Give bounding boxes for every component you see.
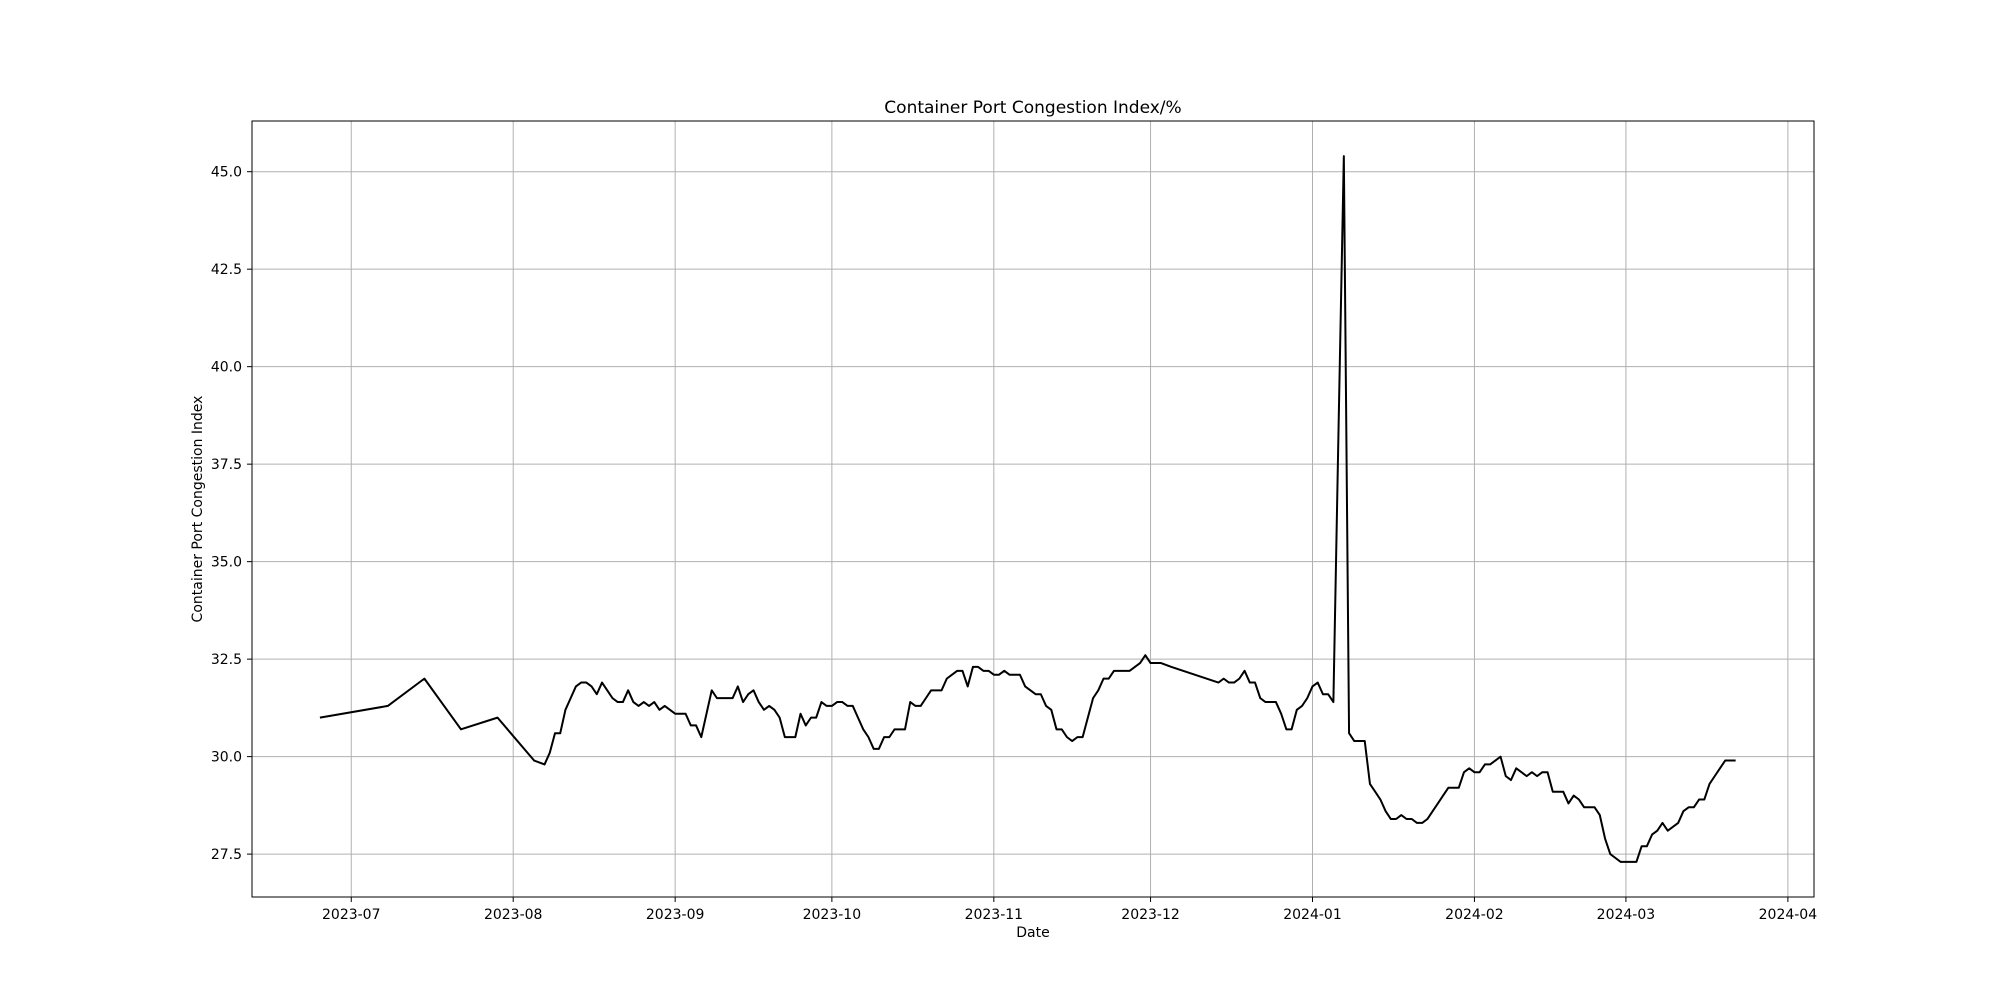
- x-tick-label: 2024-01: [1283, 907, 1342, 923]
- y-tick-label: 42.5: [211, 262, 242, 278]
- y-tick-label: 32.5: [211, 652, 242, 668]
- y-tick-label: 40.0: [211, 360, 242, 376]
- x-tick-label: 2024-03: [1597, 907, 1656, 923]
- x-axis-label: Date: [1016, 925, 1049, 941]
- x-tick-label: 2023-10: [803, 907, 862, 923]
- chart-title: Container Port Congestion Index/%: [884, 98, 1181, 118]
- plot-frame: [251, 120, 1815, 898]
- y-tick-label: 37.5: [211, 457, 242, 473]
- x-tick-label: 2023-09: [646, 907, 705, 923]
- x-tick-label: 2024-02: [1445, 907, 1504, 923]
- x-tick-label: 2024-04: [1759, 907, 1818, 923]
- y-tick-label: 35.0: [211, 555, 242, 571]
- grid-lines: [252, 121, 1814, 897]
- y-tick-label: 45.0: [211, 165, 242, 181]
- y-tick-label: 27.5: [211, 847, 242, 863]
- x-tick-label: 2023-12: [1121, 907, 1180, 923]
- x-tick-label: 2023-11: [965, 907, 1024, 923]
- y-tick-label: 30.0: [211, 750, 242, 766]
- axis-ticks: 2023-07 2023-08 2023-09 2023-10 2023-11 2023-…: [211, 165, 1817, 923]
- x-tick-label: 2023-08: [484, 907, 543, 923]
- x-tick-label: 2023-07: [322, 907, 381, 923]
- series-line: [319, 155, 1736, 863]
- y-axis-label: Container Port Congestion Index: [190, 396, 206, 623]
